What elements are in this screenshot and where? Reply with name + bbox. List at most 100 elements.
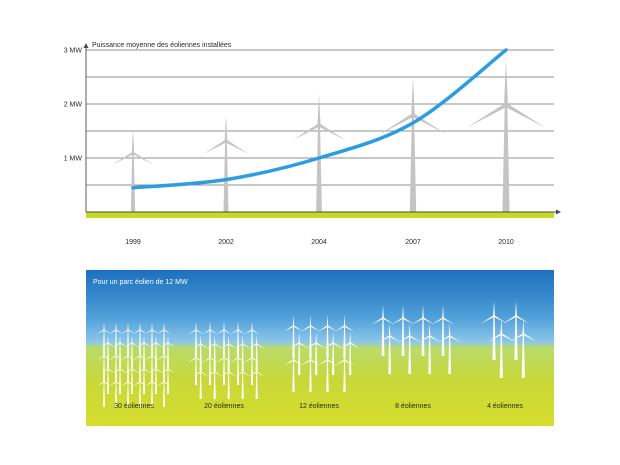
- wind-turbine-icon: [97, 348, 111, 381]
- power-chart: Puissance moyenne des éoliennes installé…: [64, 42, 561, 246]
- wind-turbine-icon: [234, 363, 251, 399]
- wind-turbine-icon: [216, 321, 232, 357]
- wind-turbine-icon: [411, 305, 435, 356]
- wind-turbine-icon: [292, 94, 346, 212]
- wind-turbine-icon: [334, 315, 355, 358]
- ground-bar: [86, 212, 554, 218]
- wind-turbine-icon: [206, 335, 223, 371]
- y-axis: [83, 43, 89, 212]
- wind-turbine-icon: [145, 374, 159, 407]
- wind-turbine-icon: [121, 374, 135, 407]
- wind-turbine-icon: [220, 335, 237, 371]
- wind-turbine-icon: [157, 374, 171, 407]
- group-label: 4 éoliennes: [487, 403, 523, 410]
- turbine-group: [188, 321, 265, 399]
- wind-turbine-icon: [391, 305, 415, 356]
- wind-turbine-icon: [192, 363, 209, 399]
- wind-turbine-icon: [340, 332, 360, 375]
- wind-turbine-icon: [202, 321, 218, 357]
- wind-turbine-icon: [206, 363, 223, 399]
- wind-turbine-icon: [503, 301, 529, 360]
- wind-turbine-icon: [192, 335, 209, 371]
- wind-turbine-icon: [438, 323, 461, 374]
- wind-turbine-icon: [510, 319, 537, 378]
- wind-turbine-icon: [157, 348, 171, 381]
- wind-turbine-icon: [230, 321, 246, 357]
- group-label: 20 éoliennes: [204, 403, 244, 410]
- wind-turbine-icon: [234, 335, 251, 371]
- x-tick-label: 2004: [311, 239, 327, 246]
- wind-turbine-icon: [149, 361, 163, 394]
- wind-turbine-icon: [121, 322, 135, 355]
- x-tick-label: 2007: [405, 239, 421, 246]
- chart-title: Puissance moyenne des éoliennes installé…: [92, 42, 232, 49]
- ground-strip: [86, 209, 561, 218]
- wind-turbine-icon: [300, 315, 321, 358]
- wind-turbine-icon: [145, 348, 159, 381]
- group-label: 12 éoliennes: [299, 403, 339, 410]
- wind-turbine-icon: [101, 335, 115, 368]
- wind-turbine-icon: [244, 349, 260, 385]
- wind-turbine-icon: [137, 361, 151, 394]
- wind-turbine-icon: [283, 315, 304, 358]
- wind-turbine-icon: [300, 349, 321, 392]
- wind-turbine-icon: [101, 361, 115, 394]
- wind-turbine-icon: [289, 332, 309, 375]
- wind-turbine-icon: [161, 335, 175, 368]
- wind-turbine-icon: [125, 361, 139, 394]
- y-tick-label: 3 MW: [64, 48, 83, 55]
- wind-turbine-icon: [248, 335, 265, 371]
- turbine-illustrations: [112, 60, 545, 212]
- wind-turbine-icon: [133, 322, 147, 355]
- wind-turbine-icon: [431, 305, 455, 356]
- wind-farm-panel: Pour un parc éolien de 12 MW 30 éolienne…: [86, 270, 554, 426]
- wind-turbine-icon: [317, 315, 338, 358]
- group-label: 8 éoliennes: [395, 403, 431, 410]
- wind-turbine-icon: [109, 374, 123, 407]
- wind-turbine-icon: [149, 335, 163, 368]
- wind-turbine-icon: [283, 349, 304, 392]
- wind-turbine-icon: [398, 323, 421, 374]
- wind-turbine-icon: [306, 332, 326, 375]
- wind-turbine-icon: [157, 322, 171, 355]
- wind-turbine-icon: [145, 322, 159, 355]
- turbine-group: [371, 305, 461, 374]
- wind-turbine-icon: [323, 332, 343, 375]
- wind-turbine-icon: [380, 77, 446, 212]
- panel-title: Pour un parc éolien de 12 MW: [93, 279, 188, 286]
- wind-farm-illustration: [97, 301, 537, 407]
- wind-turbine-icon: [161, 361, 175, 394]
- wind-turbine-icon: [216, 349, 232, 385]
- wind-turbine-icon: [112, 129, 154, 212]
- wind-turbine-icon: [97, 322, 111, 355]
- wind-turbine-icon: [481, 301, 507, 360]
- wind-turbine-icon: [188, 321, 204, 357]
- x-tick-label: 1999: [125, 239, 141, 246]
- wind-turbine-icon: [188, 349, 204, 385]
- wind-turbine-icon: [203, 115, 249, 212]
- wind-turbine-icon: [467, 60, 545, 212]
- series-line: [131, 48, 508, 190]
- wind-turbine-icon: [137, 335, 151, 368]
- x-tick-label: 2010: [498, 239, 514, 246]
- wind-turbine-icon: [230, 349, 246, 385]
- wind-turbine-icon: [109, 322, 123, 355]
- wind-turbine-icon: [371, 305, 395, 356]
- wind-turbine-icon: [133, 374, 147, 407]
- turbine-group: [481, 301, 537, 378]
- wind-turbine-icon: [113, 335, 127, 368]
- turbine-group: [283, 315, 360, 392]
- wind-turbine-icon: [220, 363, 237, 399]
- x-tick-label: 2002: [218, 239, 234, 246]
- wind-turbine-icon: [378, 323, 401, 374]
- wind-turbine-icon: [418, 323, 441, 374]
- wind-turbine-icon: [248, 363, 265, 399]
- wind-turbine-icon: [133, 348, 147, 381]
- turbine-group: [97, 322, 175, 407]
- wind-turbine-icon: [125, 335, 139, 368]
- wind-turbine-icon: [202, 349, 218, 385]
- wind-turbine-icon: [317, 349, 338, 392]
- wind-turbine-icon: [488, 319, 515, 378]
- wind-turbine-icon: [97, 374, 111, 407]
- group-label: 30 éoliennes: [114, 403, 154, 410]
